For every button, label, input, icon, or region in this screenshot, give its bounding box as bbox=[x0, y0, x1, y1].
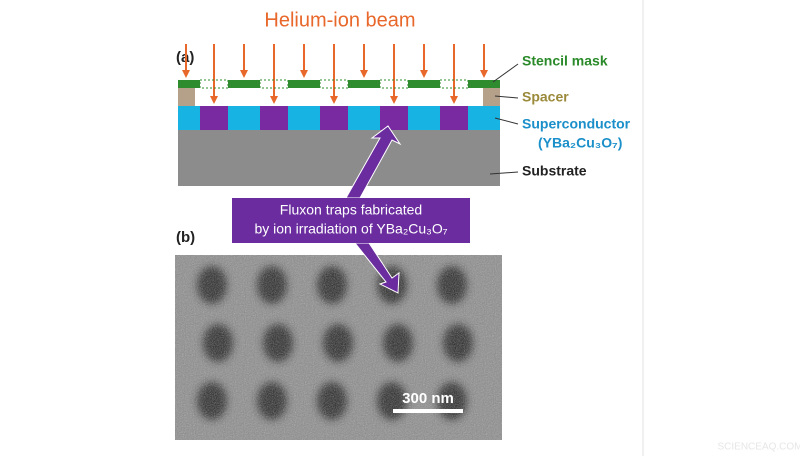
leader bbox=[494, 117, 519, 125]
callout-text: by ion irradiation of YBa₂Cu₃O₇ bbox=[254, 221, 447, 237]
stencil-mask bbox=[178, 79, 500, 89]
arrow-head bbox=[420, 70, 428, 78]
callout-text: Fluxon traps fabricated bbox=[280, 202, 422, 218]
mask-segment bbox=[408, 80, 440, 88]
fluxon-trap bbox=[200, 106, 228, 130]
arrow-head bbox=[360, 70, 368, 78]
sem-image bbox=[175, 255, 502, 440]
formula-label: (YBa₂Cu₃O₇) bbox=[538, 135, 622, 151]
mask-segment bbox=[228, 80, 260, 88]
superconductor-layer bbox=[178, 106, 500, 130]
arrow-head bbox=[240, 70, 248, 78]
arrow-head bbox=[390, 96, 398, 104]
arrow-head bbox=[270, 96, 278, 104]
arrow-head bbox=[450, 96, 458, 104]
fluxon-trap bbox=[440, 106, 468, 130]
callout-arrow bbox=[353, 242, 400, 294]
mask-segment bbox=[468, 80, 500, 88]
panel-label: (b) bbox=[176, 229, 195, 246]
substrate-label: Substrate bbox=[522, 163, 587, 179]
fluxon-trap bbox=[260, 106, 288, 130]
superconductor-label: Superconductor bbox=[522, 116, 631, 132]
mask-segment bbox=[348, 80, 380, 88]
arrow-head bbox=[480, 70, 488, 78]
scale-label: 300 nm bbox=[402, 390, 454, 407]
arrow-head bbox=[182, 70, 190, 78]
beam-label: Helium-ion beam bbox=[264, 9, 415, 31]
fluxon-trap bbox=[320, 106, 348, 130]
leader bbox=[489, 171, 519, 175]
spacer bbox=[483, 88, 500, 106]
watermark: SCIENCEAQ.COM bbox=[717, 442, 800, 453]
mask-label: Stencil mask bbox=[522, 53, 608, 69]
fluxon-trap bbox=[380, 106, 408, 130]
callout-arrow bbox=[345, 125, 402, 199]
mask-segment bbox=[178, 80, 200, 88]
mask-segment bbox=[288, 80, 320, 88]
callout-box bbox=[232, 198, 470, 243]
leader bbox=[492, 63, 519, 83]
spacer-label: Spacer bbox=[522, 89, 569, 105]
arrow-head bbox=[210, 96, 218, 104]
leader bbox=[494, 95, 519, 99]
arrow-head bbox=[300, 70, 308, 78]
substrate bbox=[178, 130, 500, 186]
arrow-head bbox=[330, 96, 338, 104]
spacer bbox=[178, 88, 195, 106]
